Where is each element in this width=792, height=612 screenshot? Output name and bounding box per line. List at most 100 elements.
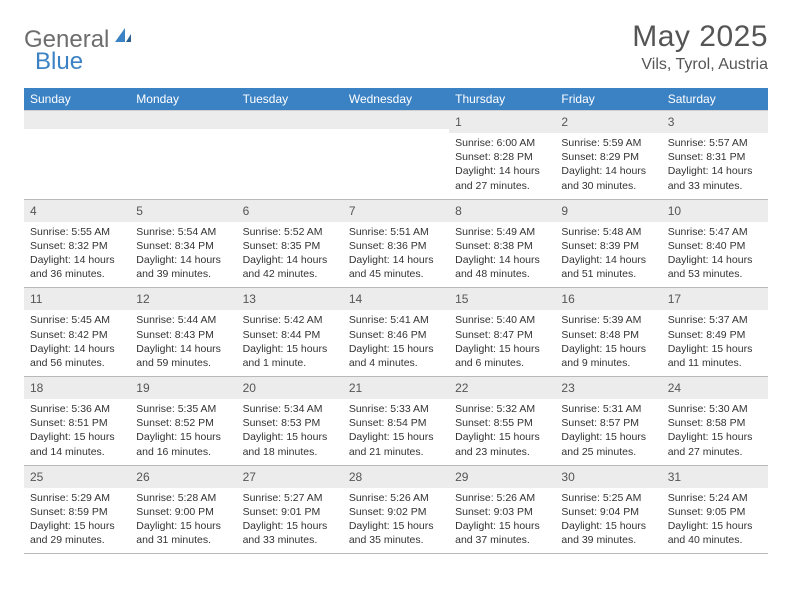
calendar-day-cell: 10Sunrise: 5:47 AMSunset: 8:40 PMDayligh… (662, 199, 768, 288)
sunrise-text: Sunrise: 5:26 AM (349, 491, 443, 505)
day-number: 2 (561, 115, 568, 129)
day-details: Sunrise: 5:49 AMSunset: 8:38 PMDaylight:… (449, 222, 555, 288)
day-details: Sunrise: 5:59 AMSunset: 8:29 PMDaylight:… (555, 133, 661, 199)
sunrise-text: Sunrise: 5:52 AM (243, 225, 337, 239)
daylight-text: Daylight: 14 hours and 45 minutes. (349, 253, 443, 281)
day-details: Sunrise: 5:29 AMSunset: 8:59 PMDaylight:… (24, 488, 130, 554)
day-details: Sunrise: 5:26 AMSunset: 9:02 PMDaylight:… (343, 488, 449, 554)
day-number: 6 (243, 204, 250, 218)
calendar-week-row: 18Sunrise: 5:36 AMSunset: 8:51 PMDayligh… (24, 377, 768, 466)
sunset-text: Sunset: 8:48 PM (561, 328, 655, 342)
day-number: 11 (30, 292, 42, 306)
sunset-text: Sunset: 8:32 PM (30, 239, 124, 253)
daylight-text: Daylight: 15 hours and 37 minutes. (455, 519, 549, 547)
day-number: 26 (136, 470, 149, 484)
day-details: Sunrise: 5:35 AMSunset: 8:52 PMDaylight:… (130, 399, 236, 465)
month-title: May 2025 (632, 20, 768, 54)
day-number: 30 (561, 470, 574, 484)
weekday-header: Wednesday (343, 88, 449, 111)
calendar-day-cell: 18Sunrise: 5:36 AMSunset: 8:51 PMDayligh… (24, 377, 130, 466)
sunrise-text: Sunrise: 5:39 AM (561, 313, 655, 327)
sunrise-text: Sunrise: 5:30 AM (668, 402, 762, 416)
calendar-day-cell: 11Sunrise: 5:45 AMSunset: 8:42 PMDayligh… (24, 288, 130, 377)
calendar-day-cell: 31Sunrise: 5:24 AMSunset: 9:05 PMDayligh… (662, 465, 768, 554)
calendar-day-cell: 25Sunrise: 5:29 AMSunset: 8:59 PMDayligh… (24, 465, 130, 554)
day-details: Sunrise: 5:25 AMSunset: 9:04 PMDaylight:… (555, 488, 661, 554)
daylight-text: Daylight: 14 hours and 42 minutes. (243, 253, 337, 281)
daylight-text: Daylight: 15 hours and 25 minutes. (561, 430, 655, 458)
day-details: Sunrise: 5:24 AMSunset: 9:05 PMDaylight:… (662, 488, 768, 554)
calendar-day-cell: 9Sunrise: 5:48 AMSunset: 8:39 PMDaylight… (555, 199, 661, 288)
day-details: Sunrise: 5:34 AMSunset: 8:53 PMDaylight:… (237, 399, 343, 465)
sunrise-text: Sunrise: 5:54 AM (136, 225, 230, 239)
logo-sail-icon (113, 26, 133, 49)
sunset-text: Sunset: 8:36 PM (349, 239, 443, 253)
day-number: 7 (349, 204, 356, 218)
sunrise-text: Sunrise: 5:41 AM (349, 313, 443, 327)
sunset-text: Sunset: 8:40 PM (668, 239, 762, 253)
day-details: Sunrise: 5:37 AMSunset: 8:49 PMDaylight:… (662, 310, 768, 376)
day-details: Sunrise: 5:51 AMSunset: 8:36 PMDaylight:… (343, 222, 449, 288)
sunset-text: Sunset: 9:05 PM (668, 505, 762, 519)
day-details: Sunrise: 5:33 AMSunset: 8:54 PMDaylight:… (343, 399, 449, 465)
calendar-day-cell: 16 Sunrise: 5:39 AMSunset: 8:48 PMDayligh… (555, 288, 661, 377)
day-details: Sunrise: 5:41 AMSunset: 8:46 PMDaylight:… (343, 310, 449, 376)
daylight-text: Daylight: 15 hours and 18 minutes. (243, 430, 337, 458)
calendar-day-cell: 23 Sunrise: 5:31 AMSunset: 8:57 PMDayligh… (555, 377, 661, 466)
day-number: 22 (455, 381, 468, 395)
sunset-text: Sunset: 8:44 PM (243, 328, 337, 342)
daylight-text: Daylight: 14 hours and 53 minutes. (668, 253, 762, 281)
sunrise-text: Sunrise: 5:59 AM (561, 136, 655, 150)
calendar-day-cell (343, 111, 449, 200)
sunset-text: Sunset: 8:29 PM (561, 150, 655, 164)
daylight-text: Daylight: 14 hours and 48 minutes. (455, 253, 549, 281)
day-details: Sunrise: 5:39 AMSunset: 8:48 PMDaylight:… (555, 310, 661, 376)
day-details: Sunrise: 5:52 AMSunset: 8:35 PMDaylight:… (237, 222, 343, 288)
day-number: 21 (349, 381, 362, 395)
weekday-header: Thursday (449, 88, 555, 111)
sunset-text: Sunset: 8:47 PM (455, 328, 549, 342)
day-details: Sunrise: 5:36 AMSunset: 8:51 PMDaylight:… (24, 399, 130, 465)
sunset-text: Sunset: 9:04 PM (561, 505, 655, 519)
weekday-header: Sunday (24, 88, 130, 111)
weekday-header-row: Sunday Monday Tuesday Wednesday Thursday… (24, 88, 768, 111)
calendar-day-cell: 17Sunrise: 5:37 AMSunset: 8:49 PMDayligh… (662, 288, 768, 377)
sunrise-text: Sunrise: 5:25 AM (561, 491, 655, 505)
day-number: 15 (455, 292, 468, 306)
calendar-body: 1Sunrise: 6:00 AMSunset: 8:28 PMDaylight… (24, 111, 768, 554)
calendar-day-cell: 27Sunrise: 5:27 AMSunset: 9:01 PMDayligh… (237, 465, 343, 554)
day-number: 16 (561, 292, 574, 306)
sunrise-text: Sunrise: 5:33 AM (349, 402, 443, 416)
day-number: 28 (349, 470, 362, 484)
calendar-day-cell: 19Sunrise: 5:35 AMSunset: 8:52 PMDayligh… (130, 377, 236, 466)
sunset-text: Sunset: 8:52 PM (136, 416, 230, 430)
day-details: Sunrise: 5:31 AMSunset: 8:57 PMDaylight:… (555, 399, 661, 465)
calendar-day-cell: 30 Sunrise: 5:25 AMSunset: 9:04 PMDayligh… (555, 465, 661, 554)
calendar-day-cell: 26 Sunrise: 5:28 AMSunset: 9:00 PMDayligh… (130, 465, 236, 554)
daylight-text: Daylight: 15 hours and 9 minutes. (561, 342, 655, 370)
day-details: Sunrise: 5:28 AMSunset: 9:00 PMDaylight:… (130, 488, 236, 554)
page-header: General May 2025 Vils, Tyrol, Austria (24, 20, 768, 74)
day-details: Sunrise: 5:32 AMSunset: 8:55 PMDaylight:… (449, 399, 555, 465)
day-number: 27 (243, 470, 256, 484)
daylight-text: Daylight: 14 hours and 59 minutes. (136, 342, 230, 370)
weekday-header: Tuesday (237, 88, 343, 111)
calendar-day-cell: 15Sunrise: 5:40 AMSunset: 8:47 PMDayligh… (449, 288, 555, 377)
day-number: 23 (561, 381, 574, 395)
sunrise-text: Sunrise: 5:27 AM (243, 491, 337, 505)
weekday-header: Monday (130, 88, 236, 111)
sunrise-text: Sunrise: 5:26 AM (455, 491, 549, 505)
daylight-text: Daylight: 15 hours and 40 minutes. (668, 519, 762, 547)
sunrise-text: Sunrise: 5:47 AM (668, 225, 762, 239)
daylight-text: Daylight: 15 hours and 29 minutes. (30, 519, 124, 547)
daylight-text: Daylight: 14 hours and 33 minutes. (668, 164, 762, 192)
calendar-week-row: 1Sunrise: 6:00 AMSunset: 8:28 PMDaylight… (24, 111, 768, 200)
day-number: 24 (668, 381, 681, 395)
day-number: 9 (561, 204, 568, 218)
day-details: Sunrise: 5:57 AMSunset: 8:31 PMDaylight:… (662, 133, 768, 199)
daylight-text: Daylight: 15 hours and 31 minutes. (136, 519, 230, 547)
day-number: 29 (455, 470, 468, 484)
sunset-text: Sunset: 8:42 PM (30, 328, 124, 342)
calendar-day-cell: 4Sunrise: 5:55 AMSunset: 8:32 PMDaylight… (24, 199, 130, 288)
title-block: May 2025 Vils, Tyrol, Austria (632, 20, 768, 74)
